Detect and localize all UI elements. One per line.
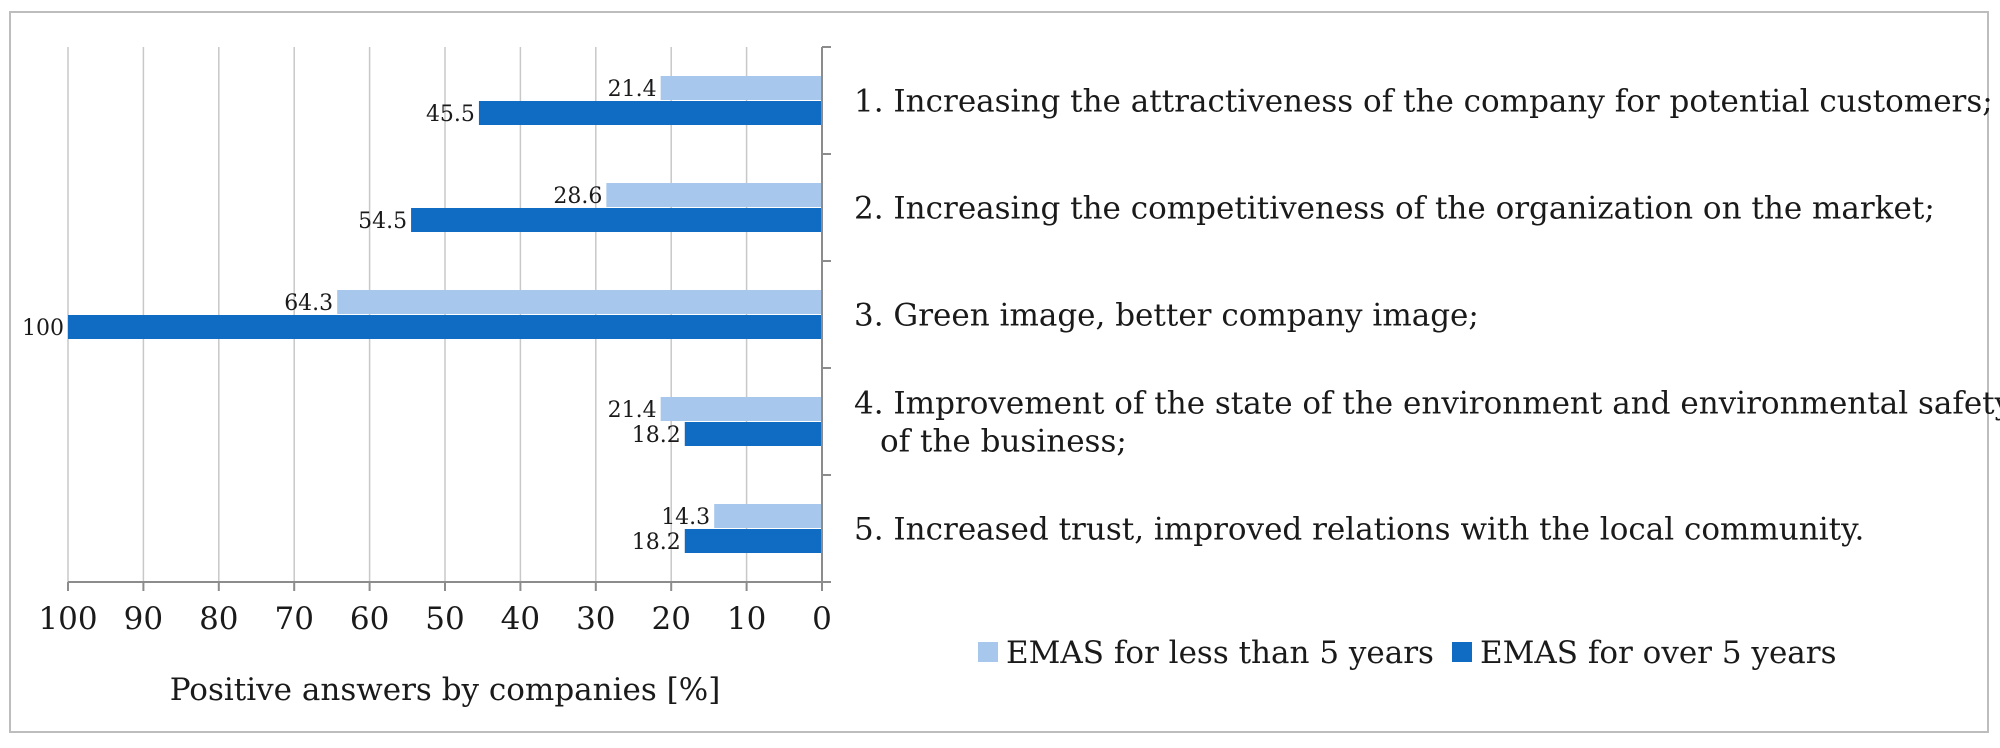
x-tick-label-60: 60 [350,601,389,637]
category-label-4: 4. Improvement of the state of the envir… [854,386,2000,422]
x-tick-label-20: 20 [651,601,690,637]
bars [68,76,822,553]
data-label-under-5-years-4: 21.4 [608,398,657,423]
category-label-4-line-2: of the business; [880,424,1127,460]
x-tick-label-0: 0 [812,601,832,637]
category-label-5: 5. Increased trust, improved relations w… [854,512,1864,548]
category-label-3: 3. Green image, better company image; [854,298,1479,334]
x-tick-label-10: 10 [727,601,766,637]
bar-under-5-years-3 [337,290,822,314]
legend-label-over-5-years: EMAS for over 5 years [1480,635,1837,671]
legend-swatch-under-5-years [978,642,998,662]
axes [67,46,831,591]
x-axis-title: Positive answers by companies [%] [170,672,721,708]
bar-over-5-years-3 [68,315,822,339]
chart-frame [9,11,1989,733]
data-label-over-5-years-2: 54.5 [358,209,407,234]
data-label-over-5-years-5: 18.2 [632,530,681,555]
x-tick-label-80: 80 [199,601,238,637]
data-label-under-5-years-2: 28.6 [553,184,602,209]
x-tick-label-90: 90 [124,601,163,637]
category-label-2: 2. Increasing the competitiveness of the… [854,191,1935,227]
bar-over-5-years-4 [684,422,822,446]
data-label-over-5-years-4: 18.2 [632,423,681,448]
bar-under-5-years-4 [660,397,822,421]
legend-label-under-5-years: EMAS for less than 5 years [1006,635,1434,671]
x-tick-label-40: 40 [501,601,540,637]
x-tick-label-100: 100 [38,601,97,637]
gridlines [67,47,748,582]
legend-swatch-over-5-years [1452,642,1472,662]
bar-over-5-years-1 [478,101,822,125]
bar-over-5-years-2 [411,208,822,232]
bar-under-5-years-5 [714,504,822,528]
data-label-under-5-years-5: 14.3 [661,505,710,530]
data-label-under-5-years-3: 64.3 [284,291,333,316]
x-tick-label-50: 50 [425,601,464,637]
data-label-over-5-years-3: 100 [22,316,64,341]
data-label-over-5-years-1: 45.5 [426,102,475,127]
data-label-under-5-years-1: 21.4 [608,77,657,102]
labels: 21.4 45.5 1. Increasing the attractiveness… [22,77,2000,637]
x-tick-label-70: 70 [274,601,313,637]
bar-over-5-years-5 [684,529,822,553]
category-label-1: 1. Increasing the attractiveness of the … [854,84,1993,120]
x-tick-label-30: 30 [576,601,615,637]
legend: EMAS for less than 5 years EMAS for over … [978,635,1837,671]
bar-under-5-years-1 [660,76,822,100]
bar-under-5-years-2 [606,183,822,207]
